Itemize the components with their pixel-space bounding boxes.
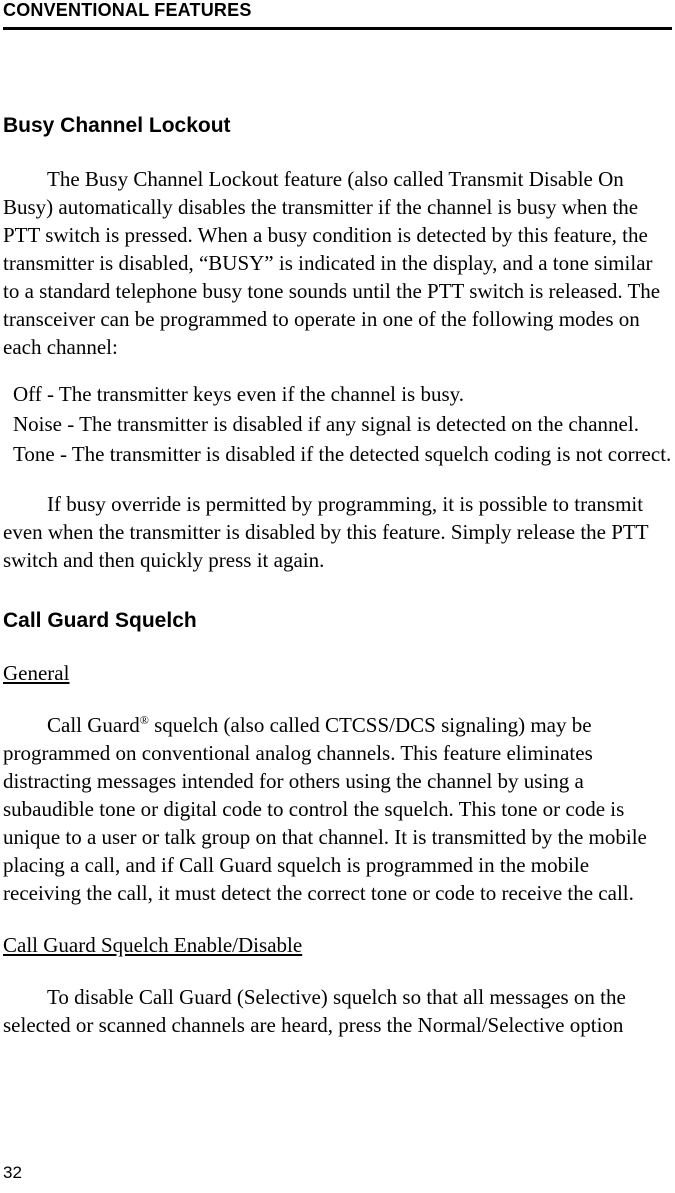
- definition-term: Noise: [13, 412, 62, 436]
- definition-item: Tone - The transmitter is disabled if th…: [13, 441, 672, 469]
- paragraph-text: The Busy Channel Lockout feature (also c…: [3, 167, 660, 359]
- definition-desc: The transmitter is disabled if the detec…: [72, 442, 671, 466]
- page-content: Busy Channel Lockout The Busy Channel Lo…: [0, 114, 675, 1040]
- definition-term: Off: [13, 382, 42, 406]
- definition-list: Off - The transmitter keys even if the c…: [13, 381, 672, 469]
- definition-desc: The transmitter keys even if the channel…: [59, 382, 464, 406]
- paragraph-text: If busy override is permitted by program…: [3, 492, 648, 572]
- subsection-heading-general: General: [3, 661, 672, 686]
- registered-trademark-symbol: ®: [140, 713, 149, 727]
- subsection-heading-enable-disable: Call Guard Squelch Enable/Disable: [3, 933, 672, 958]
- section-heading-busy-channel-lockout: Busy Channel Lockout: [3, 114, 672, 138]
- definition-term: Tone: [13, 442, 55, 466]
- paragraph: Call Guard® squelch (also called CTCSS/D…: [3, 712, 672, 907]
- paragraph: To disable Call Guard (Selective) squelc…: [3, 984, 672, 1040]
- definition-desc: The transmitter is disabled if any signa…: [79, 412, 639, 436]
- section-heading-call-guard-squelch: Call Guard Squelch: [3, 609, 672, 633]
- definition-item: Off - The transmitter keys even if the c…: [13, 381, 672, 409]
- page-number: 32: [3, 1163, 22, 1183]
- paragraph: The Busy Channel Lockout feature (also c…: [3, 166, 672, 361]
- running-head: CONVENTIONAL FEATURES: [0, 0, 675, 27]
- paragraph-text-part: squelch (also called CTCSS/DCS signaling…: [3, 713, 647, 905]
- document-page: CONVENTIONAL FEATURES Busy Channel Locko…: [0, 0, 675, 1193]
- paragraph-text: To disable Call Guard (Selective) squelc…: [3, 985, 626, 1037]
- paragraph-text-part: Call Guard: [47, 713, 140, 737]
- header-rule: [3, 27, 672, 30]
- definition-item: Noise - The transmitter is disabled if a…: [13, 411, 672, 439]
- paragraph: If busy override is permitted by program…: [3, 491, 672, 575]
